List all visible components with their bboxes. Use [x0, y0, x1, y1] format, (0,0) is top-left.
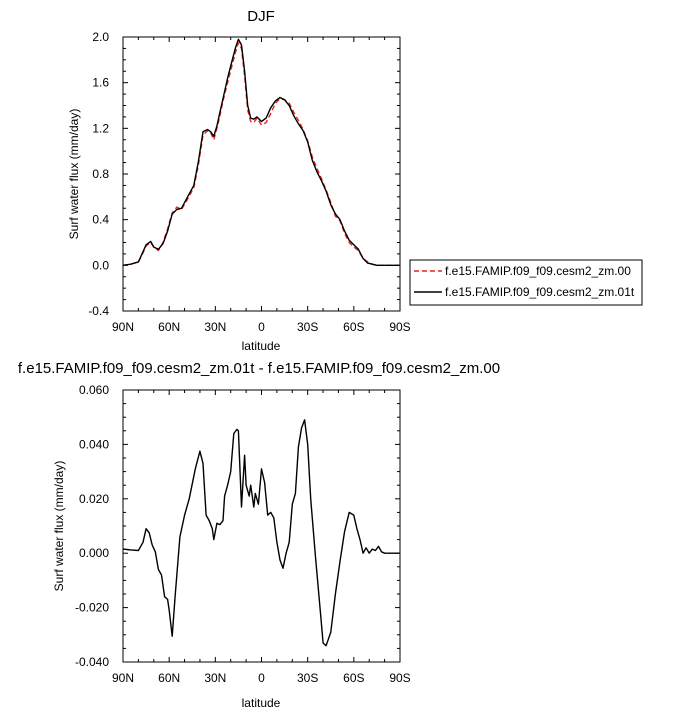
- top-ytick-label: 0.8: [92, 167, 109, 181]
- top-ytick-label: 1.2: [92, 121, 109, 135]
- top-xtick-label: 60S: [343, 320, 364, 334]
- bottom-panel-ylabel: Surf water flux (mm/day): [52, 461, 66, 592]
- legend-label-series-01t: f.e15.FAMIP.f09_f09.cesm2_zm.01t: [445, 285, 635, 299]
- bottom-xtick-label: 30N: [204, 671, 226, 685]
- bottom-ytick-label: -0.040: [75, 655, 109, 669]
- top-panel-title: DJF: [247, 8, 275, 25]
- bottom-panel: f.e15.FAMIP.f09_f09.cesm2_zm.01t - f.e15…: [18, 360, 500, 710]
- top-xtick-label: 0: [258, 320, 265, 334]
- top-ytick-label: 0.4: [92, 213, 109, 227]
- top-panel-series: [122, 38, 400, 266]
- bottom-xtick-label: 90S: [389, 671, 410, 685]
- bottom-ytick-label: -0.020: [75, 601, 109, 615]
- top-ytick-label: 2.0: [92, 30, 109, 44]
- bottom-panel-frame: [122, 389, 401, 663]
- bottom-xtick-label: 0: [258, 671, 265, 685]
- bottom-xtick-label: 60N: [158, 671, 180, 685]
- top-xtick-label: 30S: [297, 320, 318, 334]
- bottom-xtick-label: 90N: [112, 671, 134, 685]
- legend-label-series-00: f.e15.FAMIP.f09_f09.cesm2_zm.00: [445, 264, 631, 278]
- legend-frame: [409, 259, 643, 306]
- top-ytick-label: 1.6: [92, 76, 109, 90]
- bottom-ytick-label: 0.000: [79, 546, 109, 560]
- top-panel-frame: [122, 36, 401, 312]
- top-panel-xlabel: latitude: [242, 339, 281, 353]
- bottom-panel-ticks: 90N 60N 30N 0 30S 60S 90S -0.040 -0.020 0.000 0.02…: [75, 383, 411, 685]
- bottom-panel-series: [122, 419, 400, 647]
- top-panel-ylabel: Surf water flux (mm/day): [67, 109, 81, 240]
- top-xtick-label: 90N: [112, 320, 134, 334]
- bottom-xtick-label: 30S: [297, 671, 318, 685]
- top-xtick-label: 30N: [204, 320, 226, 334]
- bottom-ytick-label: 0.020: [79, 492, 109, 506]
- top-panel-ticks: 90N 60N 30N 0 30S 60S 90S -0.4 0.0 0.4 0.8 1.2 1.6 2.…: [88, 30, 410, 334]
- top-xtick-label: 60N: [158, 320, 180, 334]
- bottom-panel-title: f.e15.FAMIP.f09_f09.cesm2_zm.01t - f.e15…: [18, 360, 500, 377]
- legend: f.e15.FAMIP.f09_f09.cesm2_zm.00 f.e15.FA…: [409, 259, 643, 306]
- top-ytick-label: -0.4: [88, 304, 109, 318]
- bottom-ytick-label: 0.060: [79, 383, 109, 397]
- top-xtick-label: 90S: [389, 320, 410, 334]
- top-ytick-label: 0.0: [92, 258, 109, 272]
- top-panel: DJF 90N 60N 30N 0 30S 60S 90S -0.4 0.0 0.4 0.8 1.2 1…: [67, 8, 411, 353]
- top-series-line-0: [122, 42, 400, 266]
- bottom-panel-xlabel: latitude: [242, 696, 281, 710]
- bottom-ytick-label: 0.040: [79, 437, 109, 451]
- bottom-series-line-0: [122, 419, 400, 647]
- top-series-line-1: [122, 38, 400, 266]
- bottom-xtick-label: 60S: [343, 671, 364, 685]
